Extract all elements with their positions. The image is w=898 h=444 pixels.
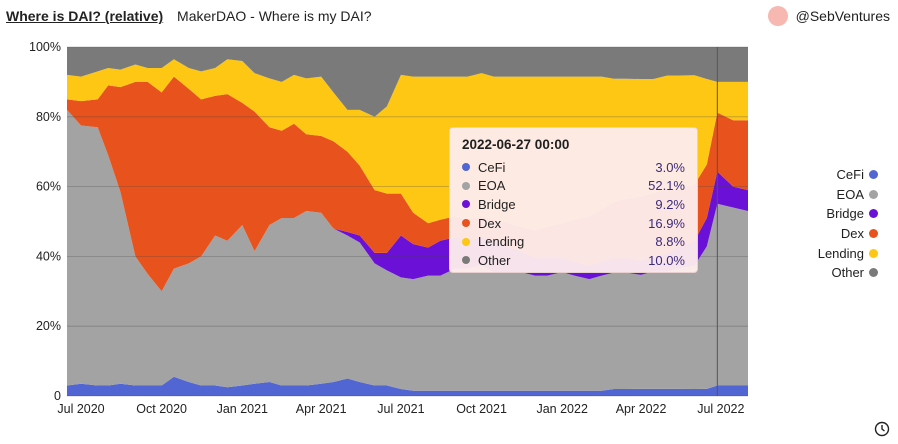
tooltip-row: Lending 8.8% bbox=[462, 232, 685, 251]
tooltip-series-value: 8.8% bbox=[655, 234, 685, 250]
author-link[interactable]: @SebVentures bbox=[767, 6, 890, 26]
legend-item[interactable]: EOA bbox=[818, 185, 878, 205]
author-name[interactable]: @SebVentures bbox=[795, 8, 890, 24]
tooltip-date: 2022-06-27 00:00 bbox=[462, 137, 570, 152]
tooltip-dot bbox=[462, 181, 470, 190]
tooltip-rows: CeFi 3.0% EOA 52.1% Bridge 9.2% Dex 16.9% Lendin… bbox=[462, 158, 685, 270]
legend-label: Lending bbox=[817, 245, 864, 261]
legend-item[interactable]: Other bbox=[818, 263, 878, 283]
x-tick-label: Oct 2020 bbox=[136, 402, 187, 416]
area-series-other bbox=[67, 47, 748, 117]
tooltip-series-name: Bridge bbox=[478, 196, 516, 212]
legend-dot bbox=[869, 229, 878, 239]
x-tick-label: Apr 2022 bbox=[616, 402, 667, 416]
area-series-cefi bbox=[67, 376, 748, 396]
tooltip-row: Bridge 9.2% bbox=[462, 195, 685, 214]
chart-title[interactable]: Where is DAI? (relative) bbox=[6, 8, 164, 24]
tooltip-row: Other 10.0% bbox=[462, 251, 685, 270]
x-tick-label: Apr 2021 bbox=[296, 402, 347, 416]
tooltip-series-value: 10.0% bbox=[648, 252, 685, 268]
tooltip-row: EOA 52.1% bbox=[462, 177, 685, 196]
legend-item[interactable]: Lending bbox=[818, 243, 878, 263]
clock-icon[interactable] bbox=[874, 421, 890, 437]
legend-label: EOA bbox=[836, 186, 864, 202]
tooltip-dot bbox=[462, 219, 470, 228]
x-tick-label: Jan 2022 bbox=[536, 402, 587, 416]
x-tick-label: Jan 2021 bbox=[217, 402, 268, 416]
tooltip: 2022-06-27 00:00 CeFi 3.0% EOA 52.1% Bridge 9… bbox=[449, 127, 698, 273]
x-tick-label: Jul 2021 bbox=[377, 402, 424, 416]
y-tick-label: 0 bbox=[54, 389, 61, 403]
avatar[interactable] bbox=[767, 6, 788, 26]
legend-label: CeFi bbox=[836, 167, 864, 183]
tooltip-series-name: Lending bbox=[478, 234, 525, 250]
tooltip-dot bbox=[462, 256, 470, 265]
y-tick-label: 60% bbox=[36, 180, 61, 194]
tooltip-series-value: 3.0% bbox=[655, 159, 685, 175]
x-tick-label: Jul 2020 bbox=[57, 402, 104, 416]
legend-dot bbox=[869, 209, 878, 219]
tooltip-dot bbox=[462, 200, 470, 209]
y-tick-label: 40% bbox=[36, 249, 61, 263]
legend-dot bbox=[869, 268, 878, 278]
legend-dot bbox=[869, 189, 878, 199]
x-tick-label: Jul 2022 bbox=[697, 402, 744, 416]
tooltip-series-value: 52.1% bbox=[648, 178, 685, 194]
legend-item[interactable]: Dex bbox=[818, 224, 878, 244]
tooltip-dot bbox=[462, 163, 470, 172]
tooltip-series-value: 16.9% bbox=[648, 215, 685, 231]
legend-dot bbox=[869, 170, 878, 180]
tooltip-row: CeFi 3.0% bbox=[462, 158, 685, 177]
x-tick-label: Oct 2021 bbox=[456, 402, 507, 416]
tooltip-series-name: EOA bbox=[478, 178, 506, 194]
area-series-bridge bbox=[67, 109, 748, 292]
legend-label: Bridge bbox=[826, 206, 864, 222]
legend-item[interactable]: CeFi bbox=[818, 165, 878, 185]
legend-label: Dex bbox=[840, 226, 864, 242]
header: Where is DAI? (relative) MakerDAO - Wher… bbox=[6, 8, 372, 24]
tooltip-series-value: 9.2% bbox=[655, 196, 685, 212]
area-series-eoa bbox=[67, 109, 748, 391]
legend-dot bbox=[869, 248, 878, 258]
chart-subtitle: MakerDAO - Where is my DAI? bbox=[177, 8, 372, 24]
legend-label: Other bbox=[831, 265, 864, 281]
legend-item[interactable]: Bridge bbox=[818, 204, 878, 224]
tooltip-dot bbox=[462, 237, 470, 246]
tooltip-series-name: Dex bbox=[478, 215, 502, 231]
y-tick-label: 100% bbox=[29, 40, 61, 54]
y-tick-label: 20% bbox=[36, 319, 61, 333]
tooltip-series-name: CeFi bbox=[478, 159, 506, 175]
tooltip-series-name: Other bbox=[478, 252, 511, 268]
tooltip-row: Dex 16.9% bbox=[462, 214, 685, 233]
y-tick-label: 80% bbox=[36, 110, 61, 124]
legend: CeFi EOA Bridge Dex Lending Other bbox=[818, 165, 878, 283]
